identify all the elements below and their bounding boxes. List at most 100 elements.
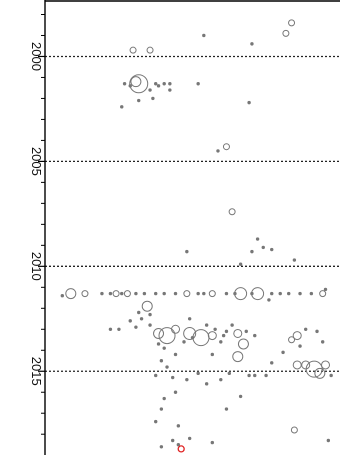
filled-dot-point — [329, 373, 333, 378]
open-circle-point — [129, 74, 149, 94]
filled-dot-point — [261, 245, 265, 250]
open-circle-point — [208, 290, 216, 298]
filled-dot-point — [162, 82, 166, 86]
open-circle-point — [301, 360, 311, 370]
filled-dot-point — [292, 258, 297, 262]
filled-dot-point — [304, 327, 308, 331]
filled-dot-point — [139, 317, 144, 321]
open-circle-point — [207, 331, 217, 341]
open-circle-point — [319, 290, 327, 298]
open-circle-point — [129, 46, 137, 54]
filled-dot-point — [173, 390, 178, 394]
filled-dot-point — [315, 329, 319, 334]
filled-dot-point — [219, 340, 223, 344]
filled-dot-point — [233, 291, 237, 296]
highlight-point — [177, 445, 185, 453]
open-circle-point — [153, 327, 165, 339]
filled-dot-point — [298, 344, 302, 348]
filled-dot-point — [210, 352, 215, 357]
filled-dot-point — [128, 319, 132, 323]
filled-dot-point — [117, 327, 121, 331]
filled-dot-point — [250, 42, 254, 46]
filled-dot-point — [323, 287, 328, 292]
filled-dot-point — [224, 329, 229, 334]
filled-dot-point — [250, 249, 254, 254]
filled-dot-point — [108, 291, 113, 296]
filled-dot-point — [230, 323, 234, 327]
filled-dot-point — [159, 445, 164, 449]
filled-dot-point — [238, 394, 243, 399]
open-circle-point — [305, 360, 323, 378]
filled-dot-point — [270, 247, 274, 252]
y-tick-label: 2010 — [29, 252, 44, 281]
filled-dot-point — [176, 443, 181, 447]
open-circle-point — [282, 29, 290, 37]
open-circle-point — [141, 300, 153, 312]
filled-dot-point — [137, 310, 141, 315]
filled-dot-point — [267, 298, 271, 302]
filled-dot-point — [154, 291, 158, 296]
filled-dot-point — [159, 359, 164, 363]
filled-dot-point — [60, 294, 65, 298]
open-circle-point — [146, 46, 154, 54]
filled-dot-point — [148, 88, 152, 92]
filled-dot-point — [320, 340, 325, 344]
highlight-series — [177, 445, 185, 453]
open-circle-point — [65, 288, 77, 300]
filled-dot-point — [137, 98, 141, 103]
filled-dot-point — [196, 82, 200, 86]
filled-dot-point — [134, 291, 138, 296]
filled-dot-point — [270, 361, 274, 365]
filled-dot-point — [165, 365, 169, 369]
filled-dot-point — [173, 291, 178, 296]
filled-dot-point — [247, 373, 251, 378]
filled-dot-series — [60, 33, 333, 449]
open-circle-point — [158, 327, 176, 345]
open-circle-point — [222, 143, 230, 151]
filled-dot-point — [326, 438, 331, 443]
filled-dot-point — [216, 149, 220, 153]
filled-dot-point — [250, 291, 254, 296]
plot-frame — [44, 0, 340, 455]
open-circle-point — [171, 324, 181, 334]
reference-lines — [45, 55, 340, 372]
filled-dot-point — [224, 291, 229, 296]
filled-dot-point — [221, 333, 226, 338]
filled-dot-point — [170, 438, 175, 443]
open-circle-point — [81, 290, 89, 298]
filled-dot-point — [156, 342, 161, 346]
filled-dot-point — [253, 333, 257, 338]
y-tick-label: 2005 — [29, 147, 44, 176]
filled-dot-point — [278, 291, 282, 296]
filled-dot-point — [309, 291, 314, 296]
open-circle-point — [292, 360, 302, 370]
filled-dot-point — [196, 291, 200, 296]
filled-dot-point — [210, 440, 215, 445]
filled-dot-point — [173, 352, 178, 357]
filled-dot-point — [120, 105, 124, 109]
filled-dot-point — [128, 84, 132, 88]
filled-dot-point — [204, 323, 209, 327]
y-axis: 2000 2005 2010 2015 — [29, 13, 45, 435]
filled-dot-point — [204, 382, 209, 386]
filled-dot-point — [154, 373, 158, 378]
filled-dot-point — [224, 407, 229, 411]
filled-dot-point — [162, 291, 166, 296]
open-circle-point — [192, 329, 210, 347]
filled-dot-point — [168, 88, 172, 92]
filled-dot-point — [122, 82, 127, 86]
filled-dot-point — [168, 82, 172, 86]
filled-dot-point — [287, 291, 291, 296]
open-circle-point — [183, 290, 191, 298]
filled-dot-point — [156, 84, 161, 88]
filled-dot-point — [148, 312, 152, 317]
open-circle-point — [233, 328, 243, 338]
filled-dot-point — [120, 291, 124, 296]
y-tick-label: 2000 — [29, 42, 44, 71]
open-circle-series — [65, 19, 331, 434]
open-circle-point — [112, 290, 120, 298]
y-tick-label: 2015 — [29, 357, 44, 386]
filled-dot-point — [185, 249, 189, 254]
filled-dot-point — [187, 317, 192, 321]
